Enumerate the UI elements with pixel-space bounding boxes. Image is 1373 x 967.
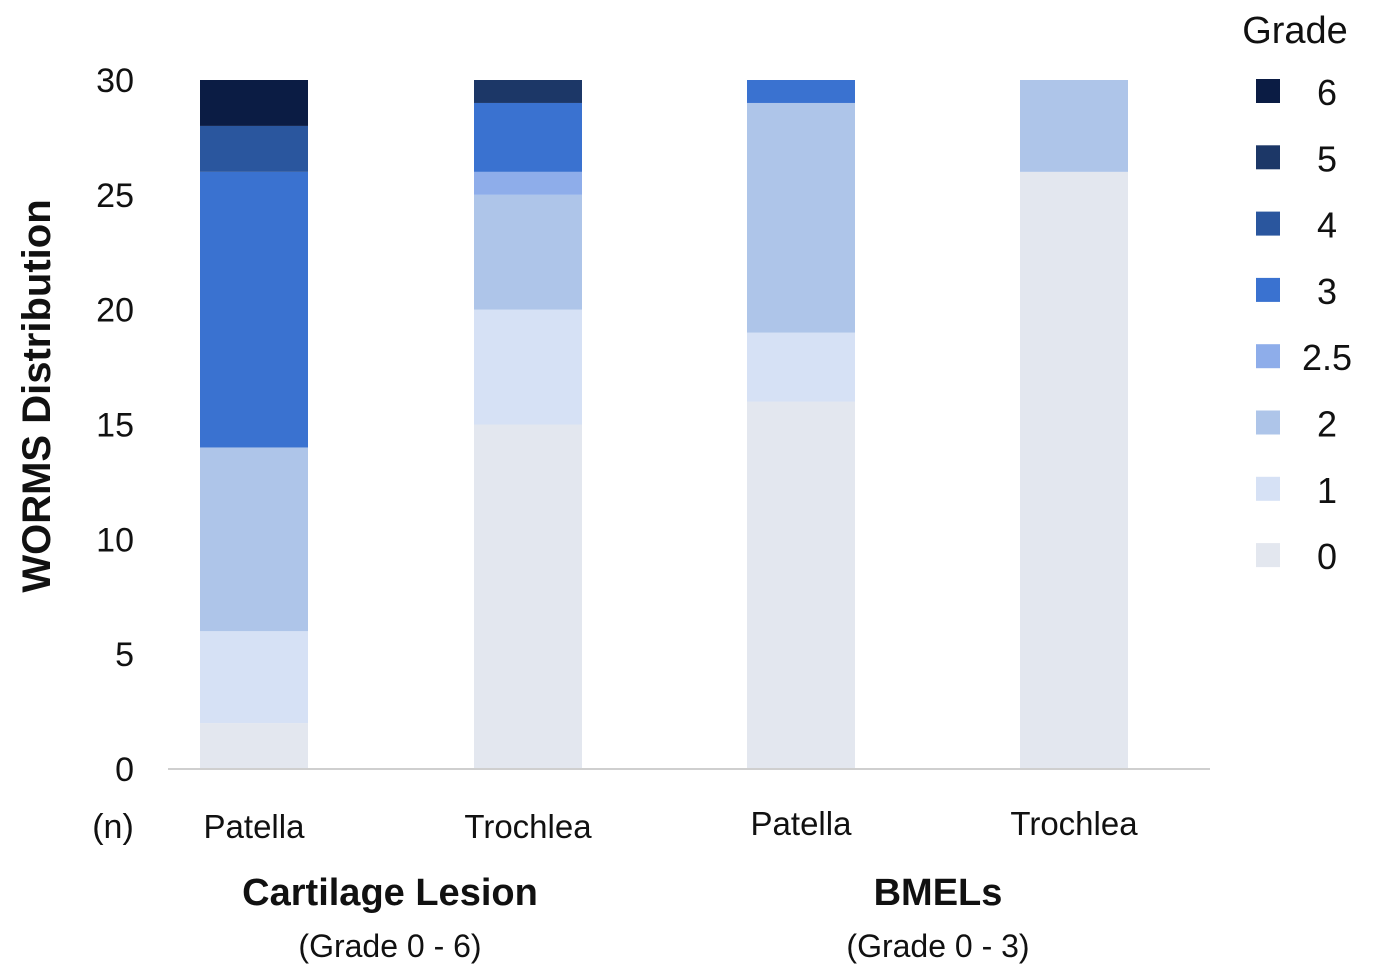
y-tick-label: 30 — [96, 62, 134, 100]
bar-segment-grade-5 — [474, 80, 582, 103]
legend-swatch-0 — [1256, 543, 1280, 568]
x-unit-label: (n) — [92, 808, 134, 846]
bars-layer — [200, 80, 1128, 769]
y-tick-label: 20 — [96, 292, 134, 330]
category-label-patella: Patella — [204, 808, 306, 845]
category-label-patella: Patella — [751, 805, 853, 842]
legend-label-3: 3 — [1317, 271, 1337, 312]
legend-label-5: 5 — [1317, 138, 1337, 179]
y-tick-label: 5 — [115, 636, 134, 674]
y-tick-label: 0 — [115, 751, 134, 789]
group-title-cartilage: Cartilage Lesion — [242, 872, 538, 914]
bar-segment-grade-1 — [747, 332, 855, 402]
group-title-bmels: BMELs — [874, 872, 1003, 914]
bar-segment-grade-6 — [200, 80, 308, 126]
bar-segment-grade-0 — [474, 424, 582, 769]
legend-swatch-3 — [1256, 277, 1280, 302]
category-labels: Patella Trochlea Patella Trochlea — [204, 805, 1139, 845]
legend-swatch-2-5 — [1256, 344, 1280, 369]
legend-title: Grade — [1242, 10, 1348, 52]
bar-segment-grade-1 — [474, 309, 582, 425]
group-subtitle-bmels: (Grade 0 - 3) — [846, 928, 1029, 964]
legend-swatch-1 — [1256, 476, 1280, 501]
category-label-trochlea: Trochlea — [464, 808, 592, 845]
legend-label-2-5: 2.5 — [1302, 337, 1352, 378]
legend-label-1: 1 — [1317, 470, 1337, 511]
bar-segment-grade-2-5 — [474, 171, 582, 195]
y-axis-title: WORMS Distribution — [15, 199, 59, 592]
bar-segment-grade-3 — [200, 171, 308, 448]
bar-segment-grade-2 — [747, 102, 855, 333]
bar-segment-grade-1 — [200, 631, 308, 724]
bar-segment-grade-3 — [747, 80, 855, 103]
bar-segment-grade-0 — [1020, 171, 1128, 769]
bar-segment-grade-4 — [200, 125, 308, 172]
group-subtitle-cartilage: (Grade 0 - 6) — [298, 928, 481, 964]
bar-segment-grade-3 — [474, 102, 582, 172]
y-tick-label: 15 — [96, 407, 134, 445]
y-tick-label: 10 — [96, 521, 134, 559]
category-label-trochlea: Trochlea — [1010, 805, 1138, 842]
bar-segment-grade-2 — [200, 447, 308, 632]
legend-label-4: 4 — [1317, 205, 1337, 246]
legend-label-2: 2 — [1317, 404, 1337, 445]
legend-swatch-2 — [1256, 410, 1280, 435]
legend-swatch-6 — [1256, 79, 1280, 103]
legend-swatch-4 — [1256, 211, 1280, 236]
legend-swatch-5 — [1256, 145, 1280, 170]
bar-segment-grade-2 — [1020, 80, 1128, 172]
y-tick-label: 25 — [96, 177, 134, 215]
bar-segment-grade-0 — [747, 401, 855, 769]
bar-segment-grade-2 — [474, 194, 582, 310]
y-tick-labels: 0 5 10 15 20 25 30 — [96, 62, 134, 789]
legend-label-0: 0 — [1317, 536, 1337, 577]
legend: 6 5 4 3 2.5 2 1 0 — [1256, 72, 1352, 577]
bar-segment-grade-0 — [200, 723, 308, 769]
legend-label-6: 6 — [1317, 72, 1337, 113]
